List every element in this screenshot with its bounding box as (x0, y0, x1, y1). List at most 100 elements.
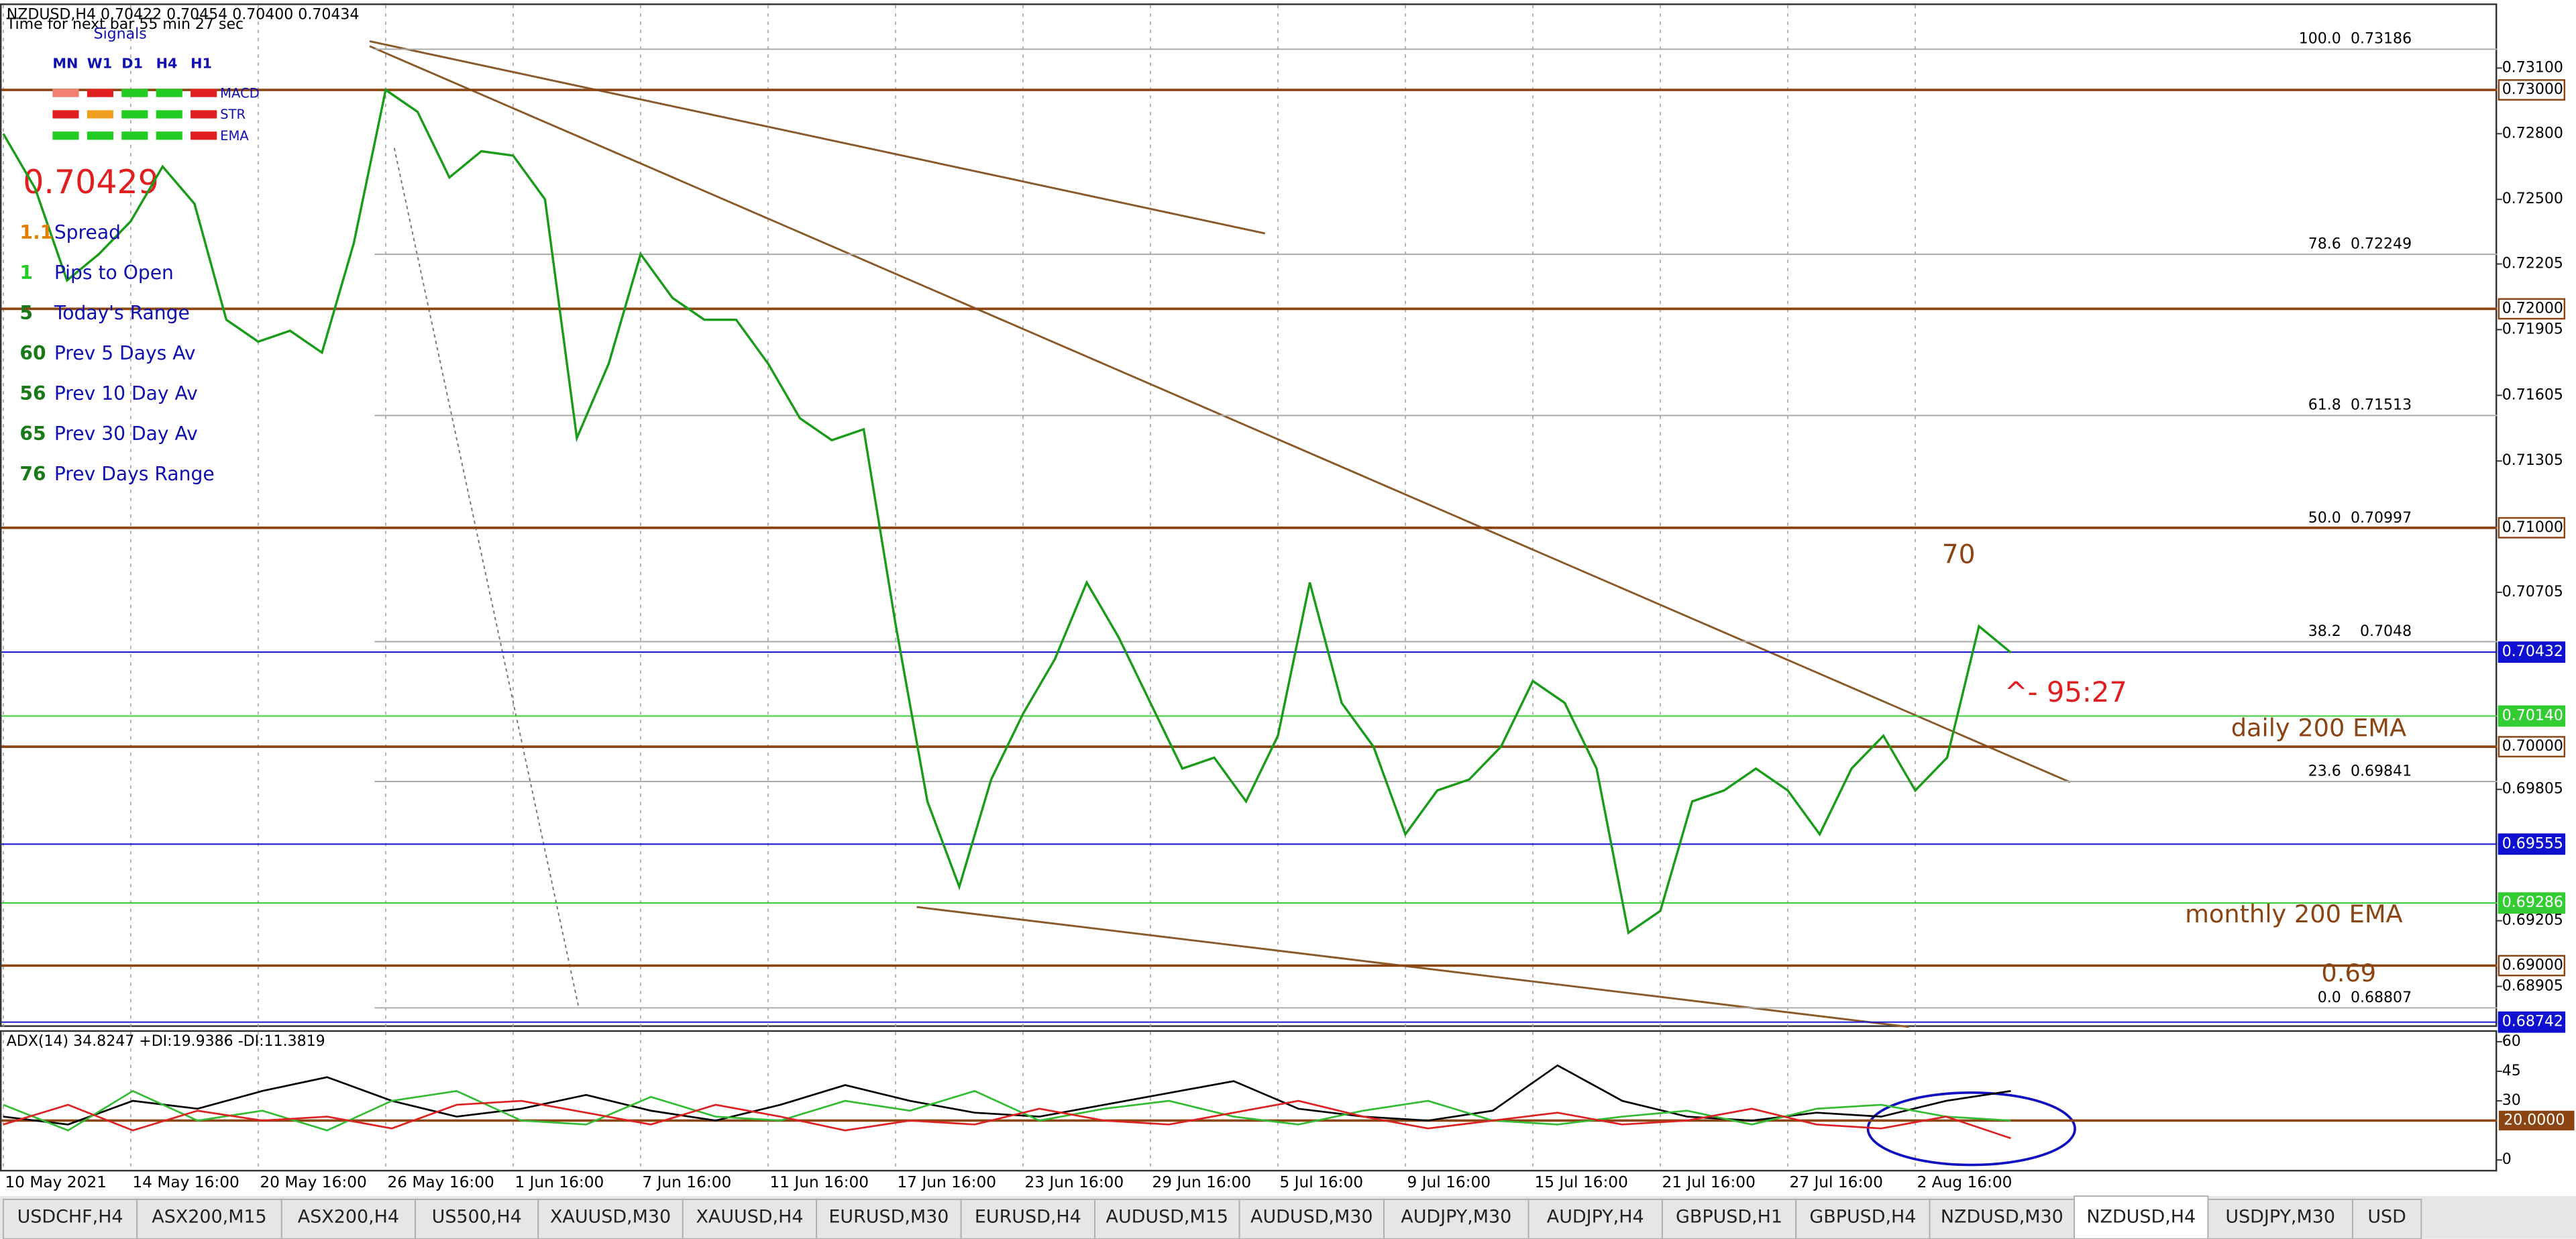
price-level-label: 0.70432 (2502, 643, 2563, 660)
signal-cell (52, 131, 79, 140)
adx-title: ADX(14) 34.8247 +DI:19.9386 -DI:11.3819 (7, 1033, 325, 1050)
fib-level-label: 78.6 (2308, 235, 2341, 252)
price-level-label: 0.72000 (2502, 300, 2563, 317)
tab-label[interactable]: AUDUSD,M15 (1106, 1206, 1228, 1227)
price-level-label: 0.70140 (2502, 707, 2563, 724)
signal-column: W1 (87, 56, 112, 72)
signal-cell (121, 110, 148, 119)
tab-label[interactable]: GBPUSD,H4 (1809, 1206, 1916, 1227)
x-tick-label: 7 Jun 16:00 (642, 1173, 731, 1191)
price-level-box (2498, 736, 2566, 758)
tab[interactable] (1383, 1199, 1529, 1239)
fib-price-label: 0.73186 (2351, 31, 2412, 48)
fib-price-label: 0.7048 (2360, 623, 2412, 640)
signal-column: MN (52, 56, 78, 72)
y-tick-label: 0.72500 (2502, 191, 2563, 207)
tab[interactable] (2074, 1195, 2209, 1239)
x-tick-label: 5 Jul 16:00 (1279, 1173, 1363, 1191)
price-level-box (2498, 955, 2566, 977)
tab[interactable] (537, 1199, 684, 1239)
big-price: 0.70429 (23, 163, 159, 201)
x-tick-label: 21 Jul 16:00 (1662, 1173, 1755, 1191)
y-tick-label: 0.71905 (2502, 321, 2563, 337)
tab-label[interactable]: US500,H4 (432, 1206, 522, 1227)
tab-label[interactable]: XAUUSD,H4 (696, 1206, 803, 1227)
tab-label[interactable]: ASX200,M15 (152, 1206, 266, 1227)
stat-label: Prev Days Range (54, 463, 215, 485)
tab-label[interactable]: EURUSD,M30 (828, 1206, 949, 1227)
x-tick-label: 26 May 16:00 (387, 1173, 494, 1191)
tab[interactable] (136, 1199, 282, 1239)
tab[interactable] (960, 1199, 1095, 1239)
price-level-label: 0.69555 (2502, 835, 2563, 852)
x-tick-label: 1 Jun 16:00 (515, 1173, 604, 1191)
adx-line (3, 1099, 2011, 1140)
x-tick-label: 10 May 2021 (5, 1173, 107, 1191)
tab-label[interactable]: NZDUSD,M30 (1941, 1206, 2063, 1227)
adx-line (3, 1089, 2011, 1132)
signal-cell (191, 89, 217, 97)
fib-level-label: 23.6 (2308, 763, 2341, 779)
signal-row-label: STR (220, 107, 246, 122)
price-level-box (2498, 1011, 2566, 1033)
signal-cell (156, 110, 182, 119)
price-level-box (2498, 892, 2566, 914)
tab-label[interactable]: AUDJPY,H4 (1547, 1206, 1644, 1227)
tab[interactable] (682, 1199, 818, 1239)
y-tick-label: 0.72800 (2502, 125, 2563, 142)
tab[interactable] (2207, 1199, 2353, 1239)
tab[interactable] (280, 1199, 417, 1239)
x-tick-label: 29 Jun 16:00 (1152, 1173, 1251, 1191)
x-tick-label: 14 May 16:00 (132, 1173, 239, 1191)
signal-row-label: EMA (220, 128, 249, 144)
tab-label[interactable]: USD (2367, 1206, 2406, 1227)
tab[interactable] (816, 1199, 962, 1239)
chart-annotation: daily 200 EMA (2231, 714, 2406, 743)
tab[interactable] (1929, 1199, 2076, 1239)
stat-value: 65 (19, 423, 46, 445)
x-tick-label: 20 May 16:00 (260, 1173, 366, 1191)
tab-label[interactable]: GBPUSD,H1 (1676, 1206, 1782, 1227)
highlight-ellipse (1866, 1091, 2076, 1167)
stat-label: Prev 30 Day Av (54, 423, 198, 445)
tab-label[interactable]: ASX200,H4 (298, 1206, 399, 1227)
tab-label[interactable]: AUDJPY,M30 (1401, 1206, 1511, 1227)
tab-label[interactable]: EURUSD,H4 (975, 1206, 1081, 1227)
fib-level-label: 100.0 (2299, 31, 2341, 48)
stat-label: Pips to Open (54, 262, 174, 284)
price-level-label: 0.71000 (2502, 519, 2563, 536)
tab-label[interactable]: USDCHF,H4 (17, 1206, 123, 1227)
y-tick-label: 0.69205 (2502, 912, 2563, 929)
bar-timer: Time for next bar 55 min 27 sec (6, 16, 244, 33)
price-level-box (2498, 298, 2566, 320)
y-tick-label: 60 (2502, 1033, 2521, 1050)
adx-line (3, 1064, 2011, 1126)
fib-price-label: 0.68807 (2351, 989, 2412, 1006)
x-tick-label: 11 Jun 16:00 (769, 1173, 869, 1191)
fib-price-label: 0.69841 (2351, 763, 2412, 779)
chart-annotation: 0.69 (2321, 959, 2376, 987)
signal-cell (52, 110, 79, 119)
trendline (369, 40, 1266, 235)
tab-label[interactable]: AUDUSD,M30 (1250, 1206, 1373, 1227)
stat-label: Today's Range (54, 302, 190, 324)
y-tick-label: 0.70705 (2502, 584, 2563, 600)
signal-cell (156, 131, 182, 140)
stat-value: 76 (19, 463, 46, 485)
fib-level-label: 61.8 (2308, 397, 2341, 414)
tab-label[interactable]: USDJPY,M30 (2225, 1206, 2335, 1227)
x-tick-label: 9 Jul 16:00 (1407, 1173, 1491, 1191)
fib-level-label: 0.0 (2318, 989, 2341, 1006)
adx-level-box (2498, 1110, 2575, 1131)
y-tick-label: 0.72205 (2502, 255, 2563, 272)
signal-column: H4 (156, 56, 178, 72)
fib-price-label: 0.70997 (2351, 510, 2412, 527)
tab-label[interactable]: XAUUSD,M30 (550, 1206, 671, 1227)
adx-level-label: 20.0000 (2504, 1112, 2565, 1128)
trendline (369, 45, 2071, 784)
price-level-label: 0.68742 (2502, 1014, 2563, 1030)
signal-column: H1 (191, 56, 212, 72)
tab-label[interactable]: NZDUSD,H4 (2086, 1206, 2196, 1227)
signal-cell (191, 131, 217, 140)
